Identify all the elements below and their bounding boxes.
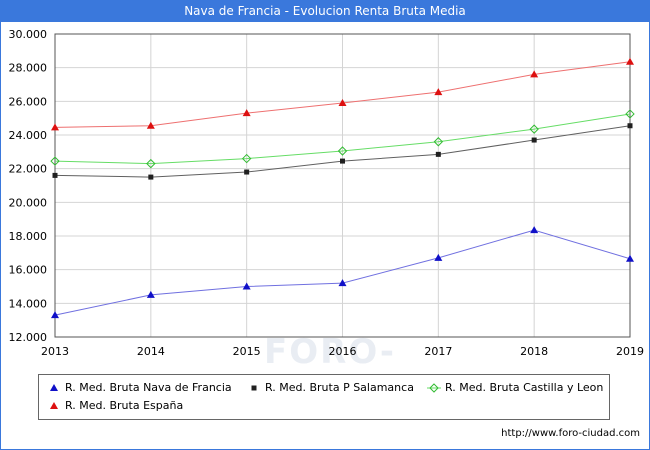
y-tick-label: 30.000 [9,28,48,41]
y-tick-label: 28.000 [9,62,48,75]
data-point [340,158,345,164]
data-point [52,172,58,178]
data-point [242,109,251,117]
x-tick-label: 2013 [41,345,69,358]
data-point [50,384,58,391]
legend-marker-icon [50,402,58,409]
data-point [146,121,155,129]
x-tick-label: 2017 [424,345,452,358]
line-chart: 12.000 14.000 16.000 18.000 20.000 22.000 24.0… [9,28,645,358]
data-point [146,290,155,298]
data-point [434,88,443,96]
legend: R. Med. Bruta Nava de Francia R. Med. Bru… [38,374,610,420]
data-point [626,57,634,65]
data-point [433,137,444,147]
series-group [50,57,635,319]
x-tick-label: 2018 [520,345,548,358]
legend-label: R. Med. Bruta Castilla y Leon [445,381,604,394]
legend-marker-icon [251,385,257,391]
data-point [338,279,347,287]
data-point [244,169,250,175]
data-point [530,226,539,234]
y-tick-label: 12.000 [9,331,48,344]
y-tick-label: 26.000 [9,95,48,108]
tick-labels: 12.000 14.000 16.000 18.000 20.000 22.000 24.0… [9,28,645,358]
series-r-med-bruta-espa-a [51,57,634,131]
series-line [54,113,631,165]
legend-marker-icon [50,384,58,391]
data-point [434,253,443,261]
data-point [529,124,539,134]
legend-label: R. Med. Bruta P Salamanca [265,381,414,394]
legend-marker-icon [427,383,441,393]
data-point [51,311,59,319]
data-point [50,402,58,409]
data-point [531,137,537,143]
y-tick-label: 22.000 [9,163,48,176]
data-point [435,151,441,157]
data-point [242,282,251,290]
grid [54,33,631,338]
data-point [146,158,156,169]
axes [54,33,631,338]
y-tick-label: 14.000 [9,297,48,310]
data-point [51,123,59,131]
data-point [251,385,257,391]
x-tick-label: 2019 [616,345,644,358]
series-r-med-bruta-nava-de-francia [51,226,634,319]
y-tick-label: 18.000 [9,230,48,243]
data-point [625,109,635,119]
data-point [530,70,539,78]
data-point [429,383,439,393]
series-r-med-bruta-p-salamanca [52,123,633,180]
x-tick-label: 2016 [329,345,357,358]
x-tick-label: 2015 [233,345,261,358]
y-tick-label: 16.000 [9,264,48,277]
y-tick-label: 20.000 [9,196,48,209]
series-r-med-bruta-castilla-y-leon [50,109,635,169]
data-point [627,123,633,129]
data-point [148,174,154,180]
data-point [626,254,634,262]
data-point [338,99,347,107]
legend-label: R. Med. Bruta Nava de Francia [65,381,232,394]
y-tick-label: 24.000 [9,129,48,142]
legend-label: R. Med. Bruta España [65,399,184,412]
plot-area-border [54,33,631,338]
data-point [337,146,348,156]
chart-title: Nava de Francia - Evolucion Renta Bruta … [0,0,650,22]
data-point [241,153,252,164]
source-url: http://www.foro-ciudad.com [501,428,640,439]
x-tick-label: 2014 [137,345,165,358]
data-point [50,156,60,166]
